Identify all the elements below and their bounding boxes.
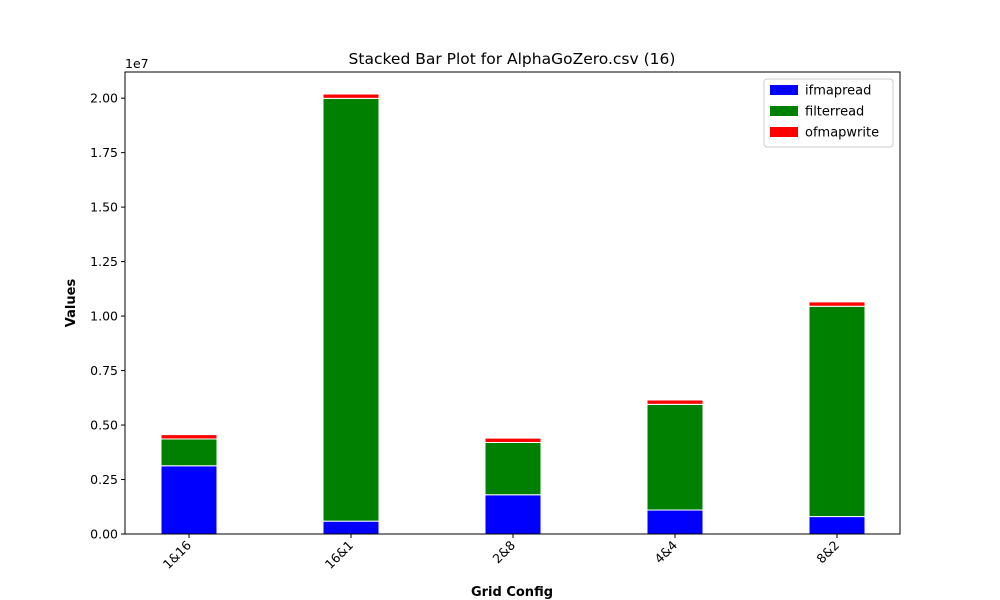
bar-filterread-2: [484, 441, 542, 496]
legend-label-filterread: filterread: [805, 105, 864, 120]
bar-filterread-0: [160, 438, 218, 467]
plot-frame: [124, 71, 901, 535]
bar-ifmapread-3: [646, 509, 704, 535]
bar-filterread-4: [808, 305, 866, 518]
bar-filterread-3: [646, 403, 704, 511]
y-tick-label: 0.50: [90, 418, 118, 433]
legend-swatch-ifmapread: [770, 85, 798, 95]
y-tick-label: 0.25: [90, 472, 118, 487]
x-tick-label: 16&1: [322, 538, 356, 572]
y-axis-label: Values: [64, 279, 79, 328]
bar-filterread-1: [322, 97, 380, 522]
bar-ifmapread-1: [322, 520, 380, 535]
legend-swatch-filterread: [770, 106, 798, 116]
legend-swatch-ofmapwrite: [770, 127, 798, 137]
y-tick-label: 2.00: [90, 91, 118, 106]
bars-group: [160, 93, 866, 535]
y-axis-ticks: 0.00 0.25 0.50 0.75 1.00 1.25 1.50 1.75 2.00: [90, 91, 125, 542]
y-tick-label: 1.00: [90, 309, 118, 324]
bar-ofmapwrite-0: [160, 434, 218, 440]
y-tick-label: 0.75: [90, 363, 118, 378]
bar-ifmapread-0: [160, 465, 218, 535]
legend-label-ofmapwrite: ofmapwrite: [805, 126, 879, 141]
legend-label-ifmapread: ifmapread: [805, 84, 871, 99]
y-tick-label: 1.25: [90, 254, 118, 269]
bar-ofmapwrite-1: [322, 93, 380, 99]
y-axis-offset-label: 1e7: [125, 56, 149, 71]
chart-title: Stacked Bar Plot for AlphaGoZero.csv (16…: [349, 50, 676, 68]
x-tick-label: 2&8: [489, 537, 518, 566]
legend: ifmapread filterread ofmapwrite: [763, 78, 894, 148]
x-axis-label: Grid Config: [471, 585, 553, 600]
y-tick-label: 1.50: [90, 200, 118, 215]
bar-ofmapwrite-2: [484, 437, 542, 443]
bar-ofmapwrite-3: [646, 399, 704, 405]
x-tick-label: 4&4: [651, 537, 680, 566]
x-tick-label: 1&16: [160, 537, 194, 571]
y-tick-label: 1.75: [90, 145, 118, 160]
bar-ifmapread-4: [808, 516, 866, 535]
y-tick-label: 0.00: [90, 527, 118, 542]
x-tick-label: 8&2: [813, 538, 842, 567]
bar-ofmapwrite-4: [808, 301, 866, 307]
x-axis-ticks: 1&16 16&1 2&8 4&4 8&2: [160, 534, 842, 572]
bar-ifmapread-2: [484, 494, 542, 535]
